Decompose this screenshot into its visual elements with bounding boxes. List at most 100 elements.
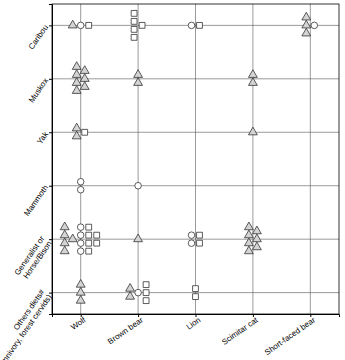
symbol	[134, 70, 143, 78]
symbol	[86, 22, 92, 28]
symbol	[252, 226, 261, 234]
symbol	[77, 232, 84, 239]
symbol	[143, 290, 149, 296]
symbol	[76, 280, 85, 288]
symbol	[72, 123, 81, 131]
symbol	[131, 18, 137, 24]
tick-mark	[49, 25, 52, 26]
tick-label: Brown bear	[106, 315, 145, 346]
symbol	[80, 82, 89, 90]
symbol	[197, 232, 203, 238]
symbol	[82, 129, 88, 135]
grid-line	[80, 4, 81, 314]
symbol	[72, 131, 81, 139]
tick-label: Caribou	[27, 23, 50, 51]
tick	[49, 132, 52, 133]
symbol	[86, 232, 92, 238]
grid-line	[52, 185, 339, 186]
grid-line	[52, 78, 339, 79]
grid-line	[52, 25, 339, 26]
symbol	[197, 240, 203, 246]
tick-mark	[49, 132, 52, 133]
tick: Short-faced bear	[263, 314, 317, 357]
symbol	[248, 70, 257, 78]
tick-label: Mammoth	[22, 183, 50, 217]
tick-label: Short-faced bear	[263, 315, 317, 357]
symbol	[77, 240, 84, 247]
tick-label-line: Yak	[35, 129, 51, 146]
grid-line	[52, 292, 339, 293]
symbol	[135, 289, 142, 296]
tick-mark	[49, 186, 52, 187]
symbol	[86, 224, 92, 230]
tick-label-line: (omnivory, forest cervids)	[0, 293, 54, 360]
tick-label: Scimitar cat	[220, 315, 260, 347]
symbol	[188, 22, 195, 29]
symbol	[77, 178, 84, 185]
symbol	[86, 240, 92, 246]
symbol	[252, 234, 261, 242]
tick-label: Yak	[35, 129, 51, 146]
tick-label: Muskox	[27, 77, 50, 105]
x-axis: Wolf Brown bear Lion Scimitar catShort-face…	[53, 314, 340, 357]
tick	[49, 239, 52, 240]
tick	[49, 79, 52, 80]
symbol	[197, 22, 203, 28]
tick: Scimitar cat	[220, 314, 260, 347]
symbol	[134, 78, 143, 86]
symbol	[134, 234, 143, 242]
tick-label: Others diets#(omnivory, forest cervids)	[0, 287, 54, 360]
symbol	[77, 186, 84, 193]
symbol	[143, 298, 149, 304]
symbol	[80, 74, 89, 82]
symbol	[302, 12, 311, 20]
symbol	[131, 34, 137, 40]
symbol	[248, 78, 257, 86]
symbol	[302, 28, 311, 36]
grid-line	[310, 4, 311, 314]
tick: Lion	[185, 314, 203, 332]
symbol	[126, 284, 135, 292]
tick-label-line: Caribou	[27, 23, 50, 51]
symbol	[94, 232, 100, 238]
tick-mark	[49, 293, 52, 294]
symbol	[60, 222, 69, 230]
symbol	[76, 296, 85, 304]
tick-label-line: Mammoth	[22, 183, 50, 217]
symbol	[188, 232, 195, 239]
symbol	[188, 240, 195, 247]
grid-line	[138, 4, 139, 314]
symbol	[68, 234, 77, 242]
tick: Brown bear	[106, 314, 145, 346]
symbol	[139, 22, 145, 28]
grid-line	[252, 4, 253, 314]
symbol	[248, 127, 257, 135]
symbol	[135, 182, 142, 189]
symbol	[193, 286, 199, 292]
tick-label: Lion	[185, 315, 203, 331]
tick	[49, 25, 52, 26]
symbol	[252, 242, 261, 250]
tick	[49, 186, 52, 187]
plot-frame	[52, 4, 339, 314]
symbol	[77, 22, 84, 29]
tick	[49, 293, 52, 294]
symbol	[131, 10, 137, 16]
symbol	[311, 22, 318, 29]
symbol	[193, 294, 199, 300]
grid-line	[52, 239, 339, 240]
tick-label: Wolf	[69, 315, 88, 332]
tick-label-line: Muskox	[27, 77, 50, 105]
symbol	[80, 66, 89, 74]
marks	[60, 10, 317, 303]
symbol	[77, 248, 84, 255]
tick: Wolf	[69, 314, 88, 332]
symbol	[94, 240, 100, 246]
symbol	[86, 248, 92, 254]
grid-line	[195, 4, 196, 314]
tick-mark	[49, 79, 52, 80]
symbol	[68, 20, 77, 28]
symbol	[60, 246, 69, 254]
symbol	[131, 26, 137, 32]
tick-label-line: Horse/Bison	[21, 239, 53, 280]
